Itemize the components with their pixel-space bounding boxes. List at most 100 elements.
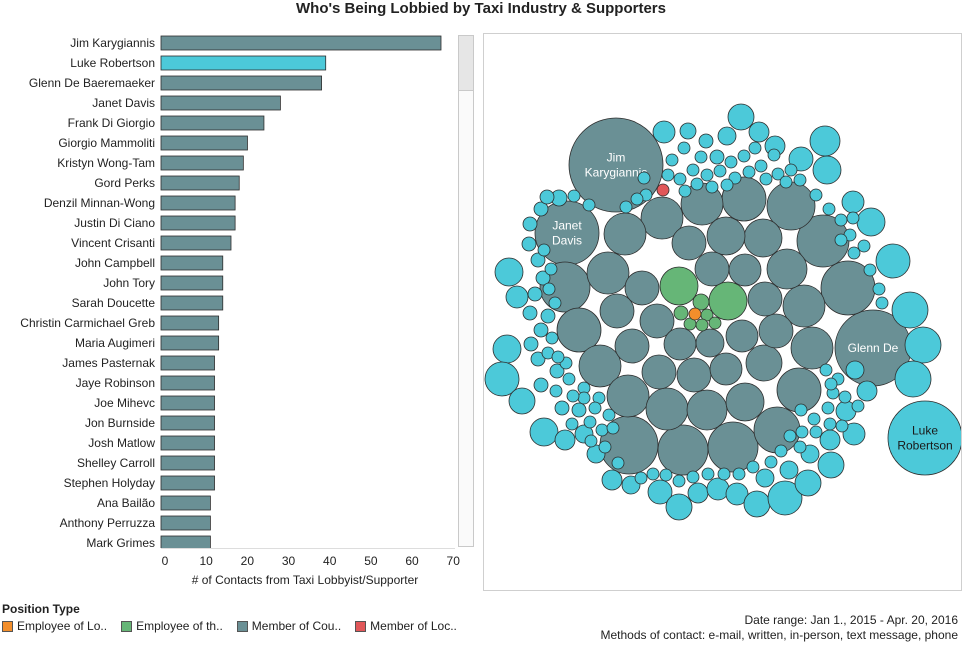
bar[interactable]: [160, 75, 322, 91]
bar[interactable]: [160, 175, 240, 191]
bubble[interactable]: [661, 168, 675, 182]
bar-chart-scrollbar[interactable]: [458, 35, 474, 547]
bubble[interactable]: [606, 421, 620, 435]
bubble[interactable]: [505, 285, 529, 309]
bubble[interactable]: [586, 251, 630, 295]
bubble[interactable]: [764, 455, 778, 469]
bubble[interactable]: [706, 216, 746, 256]
bubble[interactable]: [548, 296, 562, 310]
bubble[interactable]: [619, 200, 633, 214]
bar[interactable]: [160, 535, 211, 548]
bubble[interactable]: [732, 467, 746, 481]
bubble[interactable]: [728, 253, 762, 287]
bubble[interactable]: [656, 183, 670, 197]
bubble[interactable]: [743, 218, 783, 258]
bubble[interactable]: [549, 384, 563, 398]
bubble[interactable]: [767, 480, 803, 516]
bubble[interactable]: [717, 126, 737, 146]
bubble[interactable]: [794, 403, 808, 417]
bubble[interactable]: [846, 211, 860, 225]
bubble[interactable]: [841, 190, 865, 214]
bubble[interactable]: [822, 202, 836, 216]
bubble[interactable]: [562, 372, 576, 386]
bubble[interactable]: [717, 467, 731, 481]
bubble[interactable]: [794, 469, 822, 497]
bubble[interactable]: [709, 352, 743, 386]
bubble[interactable]: [657, 424, 709, 476]
bubble[interactable]: [634, 471, 648, 485]
bubble[interactable]: [542, 282, 556, 296]
bubble[interactable]: [554, 400, 570, 416]
bubble[interactable]: [659, 266, 699, 306]
bar[interactable]: [160, 215, 236, 231]
bubble[interactable]: [724, 155, 738, 169]
bubble[interactable]: [568, 117, 664, 213]
bar[interactable]: [160, 515, 211, 531]
bubble[interactable]: [747, 281, 783, 317]
legend-item[interactable]: Member of Cou..: [236, 619, 341, 633]
bubble[interactable]: [863, 263, 877, 277]
bubble[interactable]: [584, 434, 598, 448]
bubble[interactable]: [484, 361, 520, 397]
bubble[interactable]: [571, 402, 587, 418]
bubble[interactable]: [758, 313, 794, 349]
bubble[interactable]: [824, 377, 838, 391]
bubble[interactable]: [725, 382, 765, 422]
bubble[interactable]: [872, 282, 886, 296]
bubble[interactable]: [598, 440, 612, 454]
bubble[interactable]: [754, 159, 768, 173]
bubble[interactable]: [556, 307, 602, 353]
bubble[interactable]: [521, 236, 537, 252]
bubble[interactable]: [823, 417, 837, 431]
bubble[interactable]: [671, 225, 707, 261]
bubble[interactable]: [767, 148, 781, 162]
bubble[interactable]: [529, 417, 559, 447]
bar[interactable]: [160, 435, 215, 451]
bubble[interactable]: [857, 239, 871, 253]
bubble[interactable]: [639, 303, 675, 339]
bubble[interactable]: [887, 400, 962, 476]
bubble[interactable]: [817, 451, 845, 479]
bubble[interactable]: [673, 172, 687, 186]
bubble[interactable]: [540, 308, 556, 324]
bubble[interactable]: [795, 425, 809, 439]
bubble[interactable]: [686, 389, 728, 431]
bubble[interactable]: [588, 401, 602, 415]
bubble[interactable]: [709, 149, 725, 165]
bar[interactable]: [160, 335, 220, 351]
bar[interactable]: [160, 135, 248, 151]
bubble[interactable]: [688, 307, 702, 321]
bubble[interactable]: [847, 246, 861, 260]
bubble[interactable]: [845, 360, 865, 380]
bubble[interactable]: [766, 248, 808, 290]
bubble[interactable]: [894, 360, 932, 398]
bubble[interactable]: [535, 270, 551, 286]
bubble[interactable]: [665, 493, 693, 521]
bubble[interactable]: [544, 262, 558, 276]
bubble[interactable]: [809, 425, 823, 439]
bubble[interactable]: [530, 252, 546, 268]
bubble[interactable]: [672, 474, 686, 488]
bar[interactable]: [160, 235, 232, 251]
bar[interactable]: [160, 115, 265, 131]
bubble[interactable]: [755, 468, 775, 488]
bubble[interactable]: [678, 184, 692, 198]
bubble[interactable]: [743, 490, 771, 518]
bar[interactable]: [160, 195, 236, 211]
bubble[interactable]: [659, 468, 673, 482]
bubble[interactable]: [745, 344, 783, 382]
bubble[interactable]: [695, 328, 725, 358]
bubble[interactable]: [624, 270, 660, 306]
bubble[interactable]: [779, 460, 799, 480]
bubble[interactable]: [566, 389, 580, 403]
bubble[interactable]: [842, 422, 866, 446]
bubble[interactable]: [701, 467, 715, 481]
bubble[interactable]: [522, 305, 538, 321]
bubble[interactable]: [565, 417, 579, 431]
bubble[interactable]: [784, 163, 798, 177]
bubble[interactable]: [640, 196, 684, 240]
bar[interactable]: [160, 315, 220, 331]
bubble[interactable]: [687, 482, 709, 504]
bubble[interactable]: [602, 408, 616, 422]
bubble[interactable]: [774, 444, 788, 458]
